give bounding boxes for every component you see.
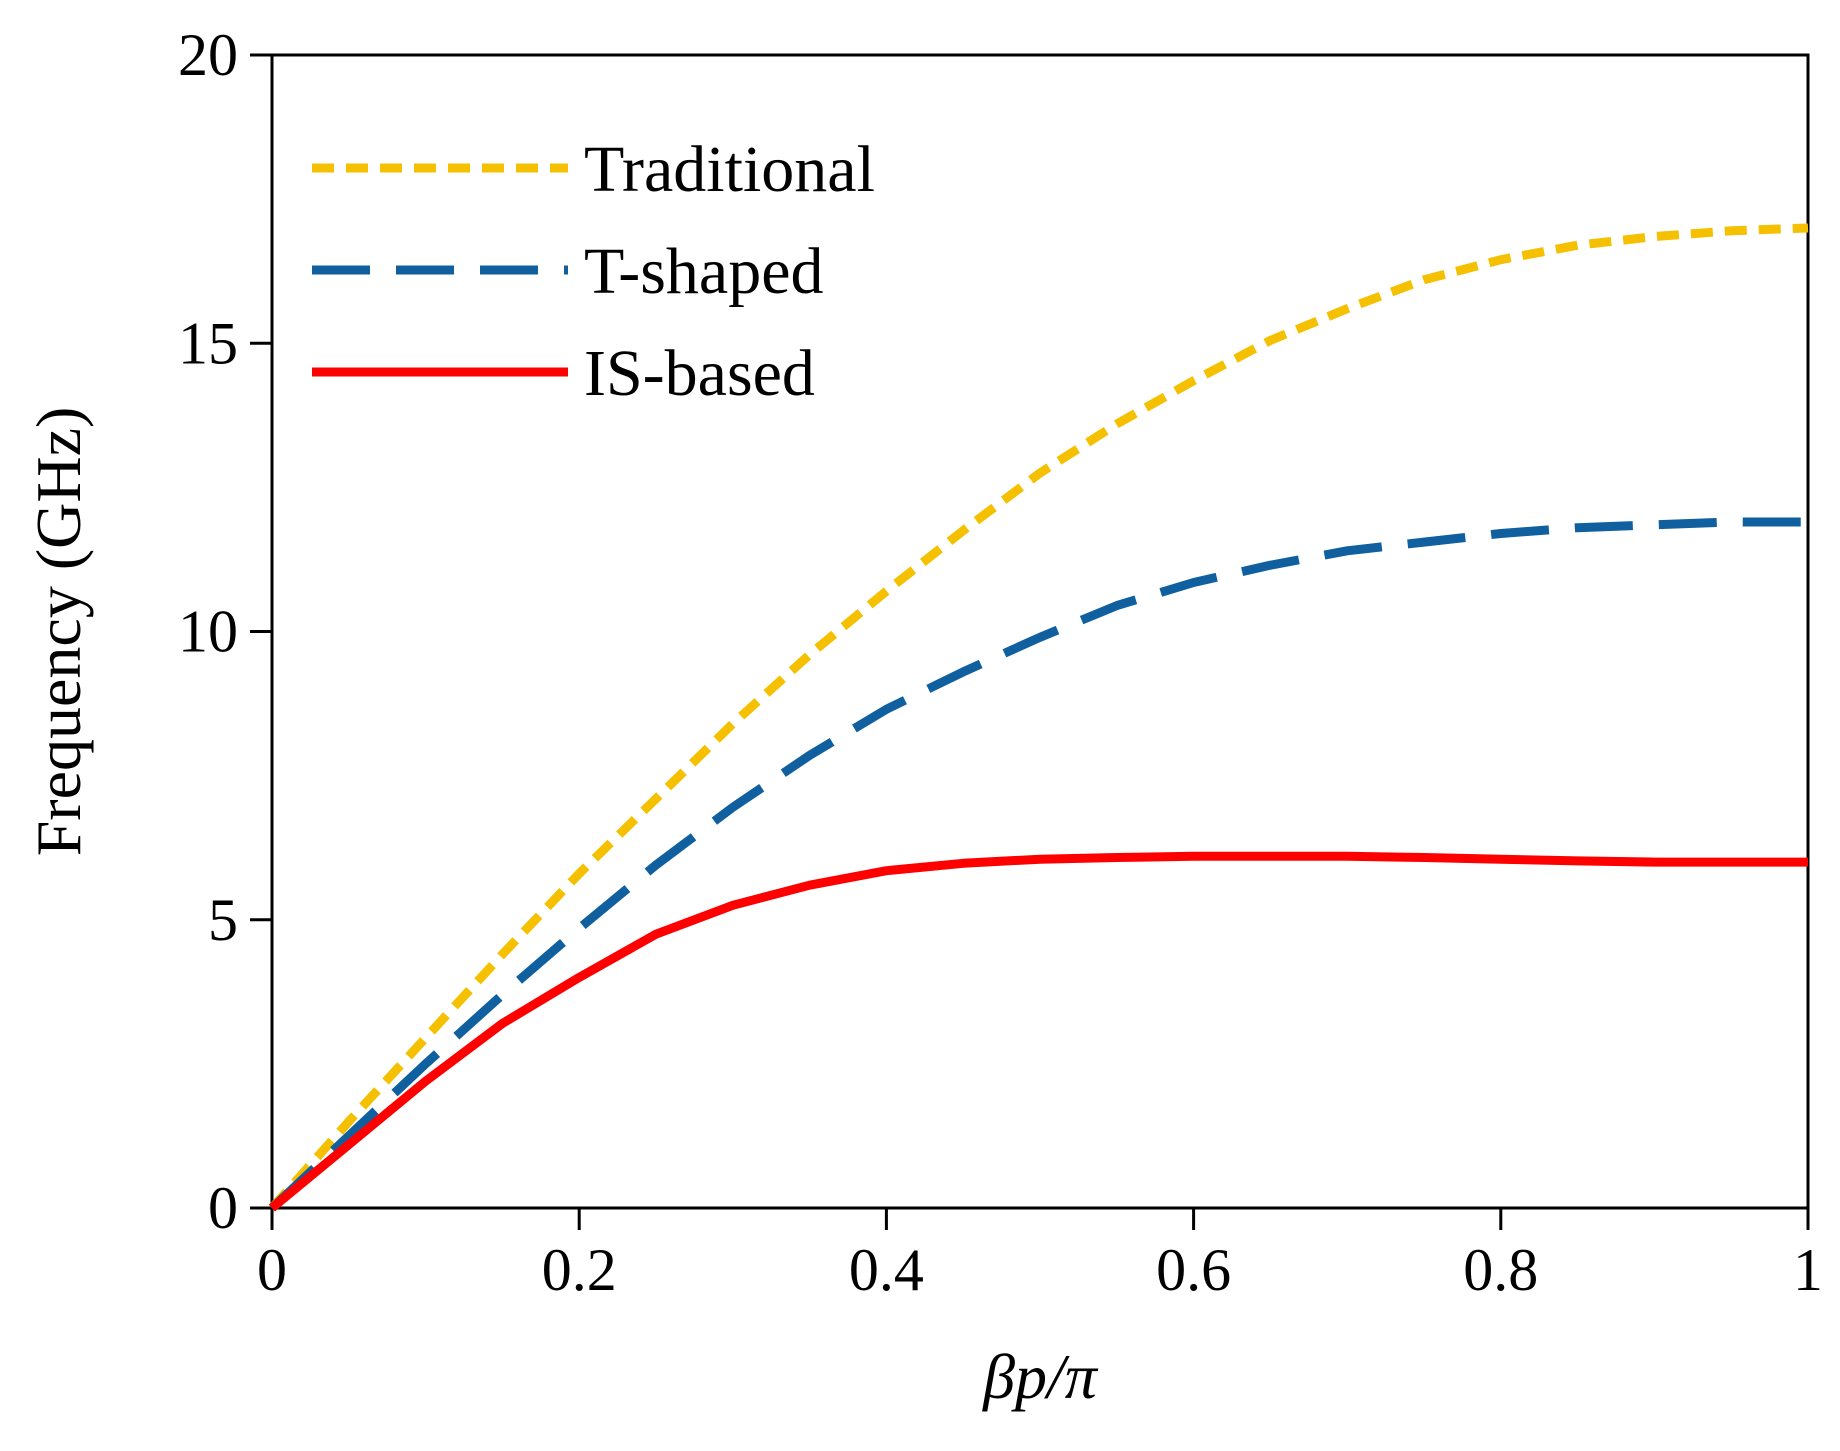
x-axis: 0 0.2 0.4 0.6 0.8 1 [257,1208,1823,1303]
y-axis: 0 5 10 15 20 [178,22,272,1241]
series-line-is-based [269,851,1808,1212]
series-line-t-shaped [268,517,1808,1212]
legend-label: IS-based [584,337,815,410]
x-tick-label: 0.8 [1463,1237,1538,1303]
y-tick-label: 0 [208,1175,238,1241]
legend-label: T-shaped [584,235,824,308]
legend: Traditional T-shaped IS-based [312,133,875,410]
x-tick-label: 0.4 [849,1237,924,1303]
y-axis-title: Frequency (GHz) [23,407,94,857]
x-tick-label: 0 [257,1237,287,1303]
x-tick-label: 0.2 [542,1237,617,1303]
y-tick-label: 20 [178,22,238,88]
y-tick-label: 10 [178,599,238,665]
x-tick-label: 1 [1793,1237,1823,1303]
legend-label: Traditional [584,133,875,206]
x-tick-label: 0.6 [1156,1237,1231,1303]
y-tick-label: 15 [178,310,238,376]
y-tick-label: 5 [208,887,238,953]
x-axis-title: βp/π [981,1341,1099,1412]
series-lines [268,223,1809,1212]
series-line-traditional [268,223,1809,1211]
